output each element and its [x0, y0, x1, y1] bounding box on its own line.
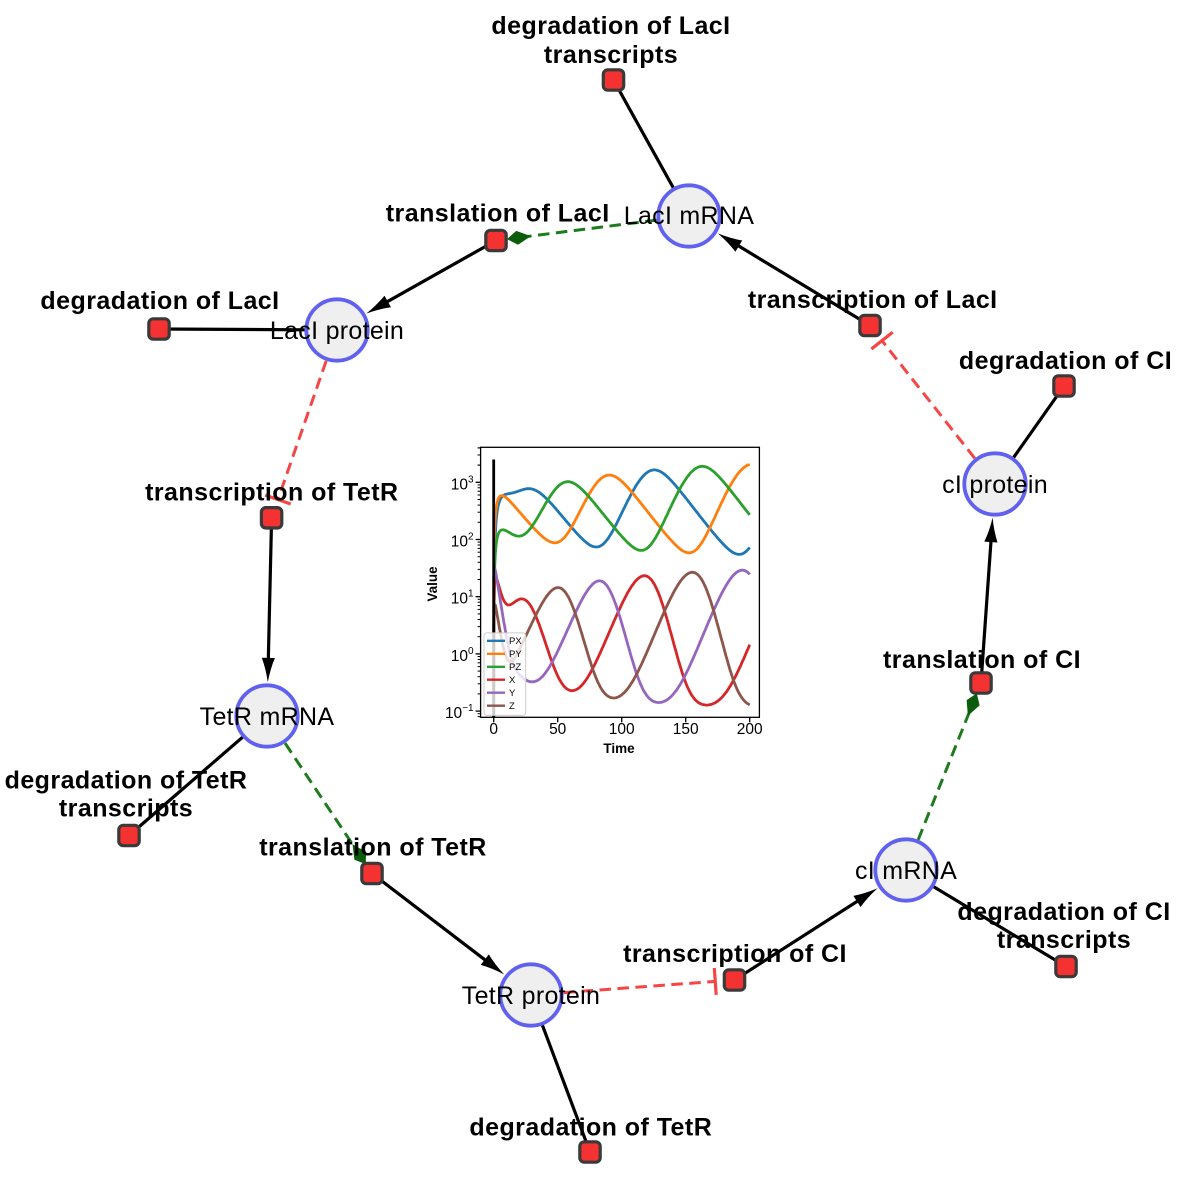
- svg-text:102: 102: [451, 532, 474, 551]
- svg-text:LacI mRNA: LacI mRNA: [624, 202, 755, 230]
- svg-text:X: X: [509, 675, 516, 686]
- svg-text:degradation of CI: degradation of CI: [959, 347, 1172, 375]
- svg-text:transcription of CI: transcription of CI: [623, 940, 847, 968]
- svg-text:LacI protein: LacI protein: [270, 317, 404, 345]
- svg-text:transcripts: transcripts: [544, 41, 678, 69]
- svg-text:cI mRNA: cI mRNA: [855, 857, 957, 885]
- svg-text:degradation of LacI: degradation of LacI: [491, 12, 730, 40]
- svg-text:100: 100: [609, 721, 635, 738]
- svg-text:100: 100: [451, 646, 474, 665]
- svg-text:transcripts: transcripts: [997, 926, 1131, 954]
- svg-text:TetR protein: TetR protein: [462, 982, 600, 1010]
- svg-text:0: 0: [489, 721, 498, 738]
- svg-text:translation of CI: translation of CI: [883, 646, 1081, 674]
- svg-text:103: 103: [451, 474, 474, 493]
- svg-text:150: 150: [673, 721, 699, 738]
- svg-text:degradation of LacI: degradation of LacI: [40, 287, 279, 315]
- svg-text:degradation of TetR: degradation of TetR: [469, 1114, 712, 1142]
- svg-text:Time: Time: [603, 741, 635, 756]
- svg-text:Value: Value: [425, 566, 440, 602]
- svg-text:PZ: PZ: [509, 662, 521, 673]
- svg-text:translation of TetR: translation of TetR: [259, 834, 487, 862]
- svg-text:Y: Y: [509, 688, 516, 699]
- svg-text:200: 200: [737, 721, 763, 738]
- svg-text:degradation of CI: degradation of CI: [957, 898, 1170, 926]
- svg-text:PX: PX: [509, 636, 522, 647]
- svg-text:10−1: 10−1: [445, 703, 474, 722]
- svg-text:transcription of TetR: transcription of TetR: [145, 478, 398, 506]
- svg-text:degradation of TetR: degradation of TetR: [5, 767, 248, 795]
- svg-text:translation of LacI: translation of LacI: [386, 200, 610, 228]
- svg-text:cI protein: cI protein: [942, 471, 1048, 499]
- svg-text:Z: Z: [509, 701, 515, 712]
- svg-text:50: 50: [549, 721, 567, 738]
- svg-text:transcripts: transcripts: [59, 795, 193, 823]
- svg-text:TetR mRNA: TetR mRNA: [200, 703, 335, 731]
- svg-text:transcription of LacI: transcription of LacI: [748, 286, 998, 314]
- svg-text:101: 101: [451, 589, 474, 608]
- svg-text:PY: PY: [509, 649, 522, 660]
